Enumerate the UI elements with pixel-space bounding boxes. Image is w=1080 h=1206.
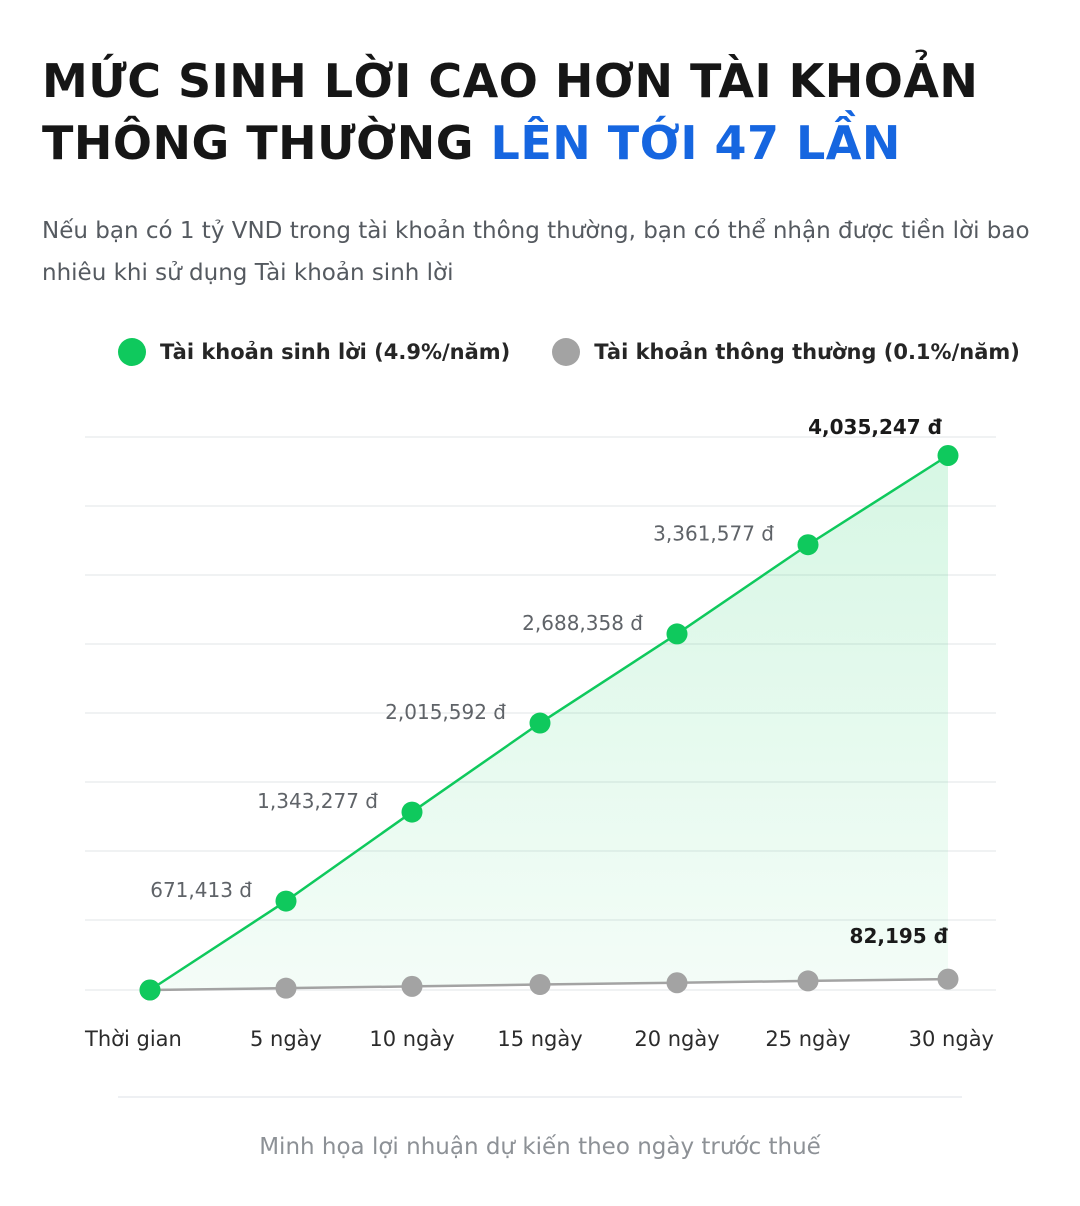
legend-label-regular-account: Tài khoản thông thường (0.1%/năm) [594, 340, 1020, 364]
x-tick-label: 5 ngày [250, 1027, 322, 1051]
data-label-profit-account: 3,361,577 đ [653, 522, 774, 546]
data-label-profit-account: 2,015,592 đ [385, 700, 506, 724]
data-point-profit-account [139, 979, 161, 1001]
x-tick-label: Thời gian [84, 1027, 182, 1051]
data-point-profit-account [529, 712, 551, 734]
data-point-profit-account [666, 623, 688, 645]
x-tick-label: 20 ngày [634, 1027, 719, 1051]
data-point-regular-account [529, 974, 551, 996]
data-label-profit-account: 2,688,358 đ [522, 611, 643, 635]
data-label-profit-account: 1,343,277 đ [257, 789, 378, 813]
subtitle: Nếu bạn có 1 tỷ VND trong tài khoản thôn… [42, 218, 1030, 286]
x-tick-label: 30 ngày [909, 1027, 994, 1051]
title-main: MỨC SINH LỜI CAO HƠN TÀI KHOẢN THÔNG THƯ… [42, 54, 979, 170]
data-point-profit-account [797, 534, 819, 556]
data-label-profit-account: 671,413 đ [150, 878, 252, 902]
chart-caption: Minh họa lợi nhuận dự kiến theo ngày trư… [259, 1134, 821, 1160]
caption-divider [118, 1096, 962, 1098]
data-point-regular-account [275, 977, 297, 999]
data-point-profit-account [401, 801, 423, 823]
data-point-regular-account [797, 970, 819, 992]
x-tick-label: 10 ngày [369, 1027, 454, 1051]
data-point-regular-account [666, 972, 688, 994]
data-label-profit-account: 4,035,247 đ [808, 415, 943, 439]
data-point-regular-account [937, 968, 959, 990]
legend-item-profit-account: Tài khoản sinh lời (4.9%/năm) [118, 338, 510, 366]
x-tick-label: 15 ngày [497, 1027, 582, 1051]
data-label-regular-account: 82,195 đ [850, 924, 949, 948]
chart-legend: Tài khoản sinh lời (4.9%/năm) Tài khoản … [118, 336, 1062, 368]
legend-item-regular-account: Tài khoản thông thường (0.1%/năm) [552, 338, 1020, 366]
data-point-profit-account [275, 890, 297, 912]
data-point-profit-account [937, 445, 959, 466]
title-highlight: LÊN TỚI 47 LẦN [490, 116, 901, 170]
line-area-chart: 671,413 đ 1,343,277 đ 2,015,592 đ 2,688,358… [84, 415, 996, 1051]
legend-dot-gray [552, 338, 581, 366]
legend-dot-green [118, 338, 146, 366]
data-point-regular-account [401, 975, 423, 997]
legend-label-profit-account: Tài khoản sinh lời (4.9%/năm) [160, 340, 511, 364]
x-tick-label: 25 ngày [765, 1027, 850, 1051]
page-title: MỨC SINH LỜI CAO HƠN TÀI KHOẢN THÔNG THƯ… [42, 50, 1052, 174]
